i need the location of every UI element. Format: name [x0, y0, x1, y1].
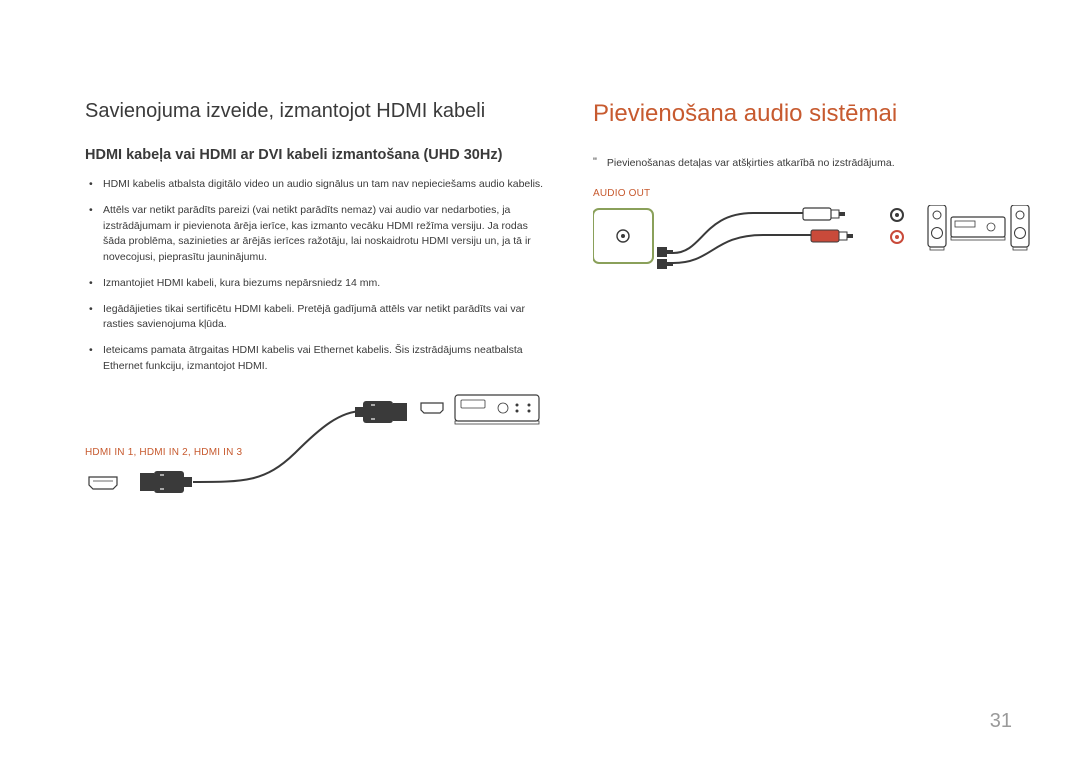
right-main-heading: Pievienošana audio sistēmai	[593, 100, 1053, 128]
audio-out-label: AUDIO OUT	[593, 188, 1053, 199]
page-number: 31	[990, 710, 1012, 733]
bullet-item: Attēls var netikt parādīts pareizi (vai …	[85, 203, 545, 266]
bullet-item: Izmantojiet HDMI kabeli, kura biezums ne…	[85, 276, 545, 292]
hdmi-port-label-text: HDMI IN 1, HDMI IN 2, HDMI IN 3	[85, 447, 242, 458]
product-note: " Pievienošanas detaļas var atšķirties a…	[593, 156, 1053, 172]
note-text: Pievienošanas detaļas var atšķirties atk…	[607, 156, 895, 172]
bullet-item: HDMI kabelis atbalsta digitālo video un …	[85, 177, 545, 193]
bullet-item: Iegādājieties tikai sertificētu HDMI kab…	[85, 302, 545, 334]
audio-diagram	[593, 205, 1053, 325]
audio-diagram-svg	[593, 205, 1053, 325]
hdmi-diagram: HDMI IN 1, HDMI IN 2, HDMI IN 3	[85, 393, 545, 513]
note-marker: "	[593, 156, 597, 172]
left-subheading: HDMI kabeļa vai HDMI ar DVI kabeli izman…	[85, 147, 545, 163]
left-bullet-list: HDMI kabelis atbalsta digitālo video un …	[85, 177, 545, 375]
left-column: Savienojuma izveide, izmantojot HDMI kab…	[85, 100, 545, 513]
right-column: Pievienošana audio sistēmai " Pievienoša…	[593, 100, 1053, 513]
bullet-item: Ieteicams pamata ātrgaitas HDMI kabelis …	[85, 343, 545, 375]
left-section-title: Savienojuma izveide, izmantojot HDMI kab…	[85, 100, 545, 123]
